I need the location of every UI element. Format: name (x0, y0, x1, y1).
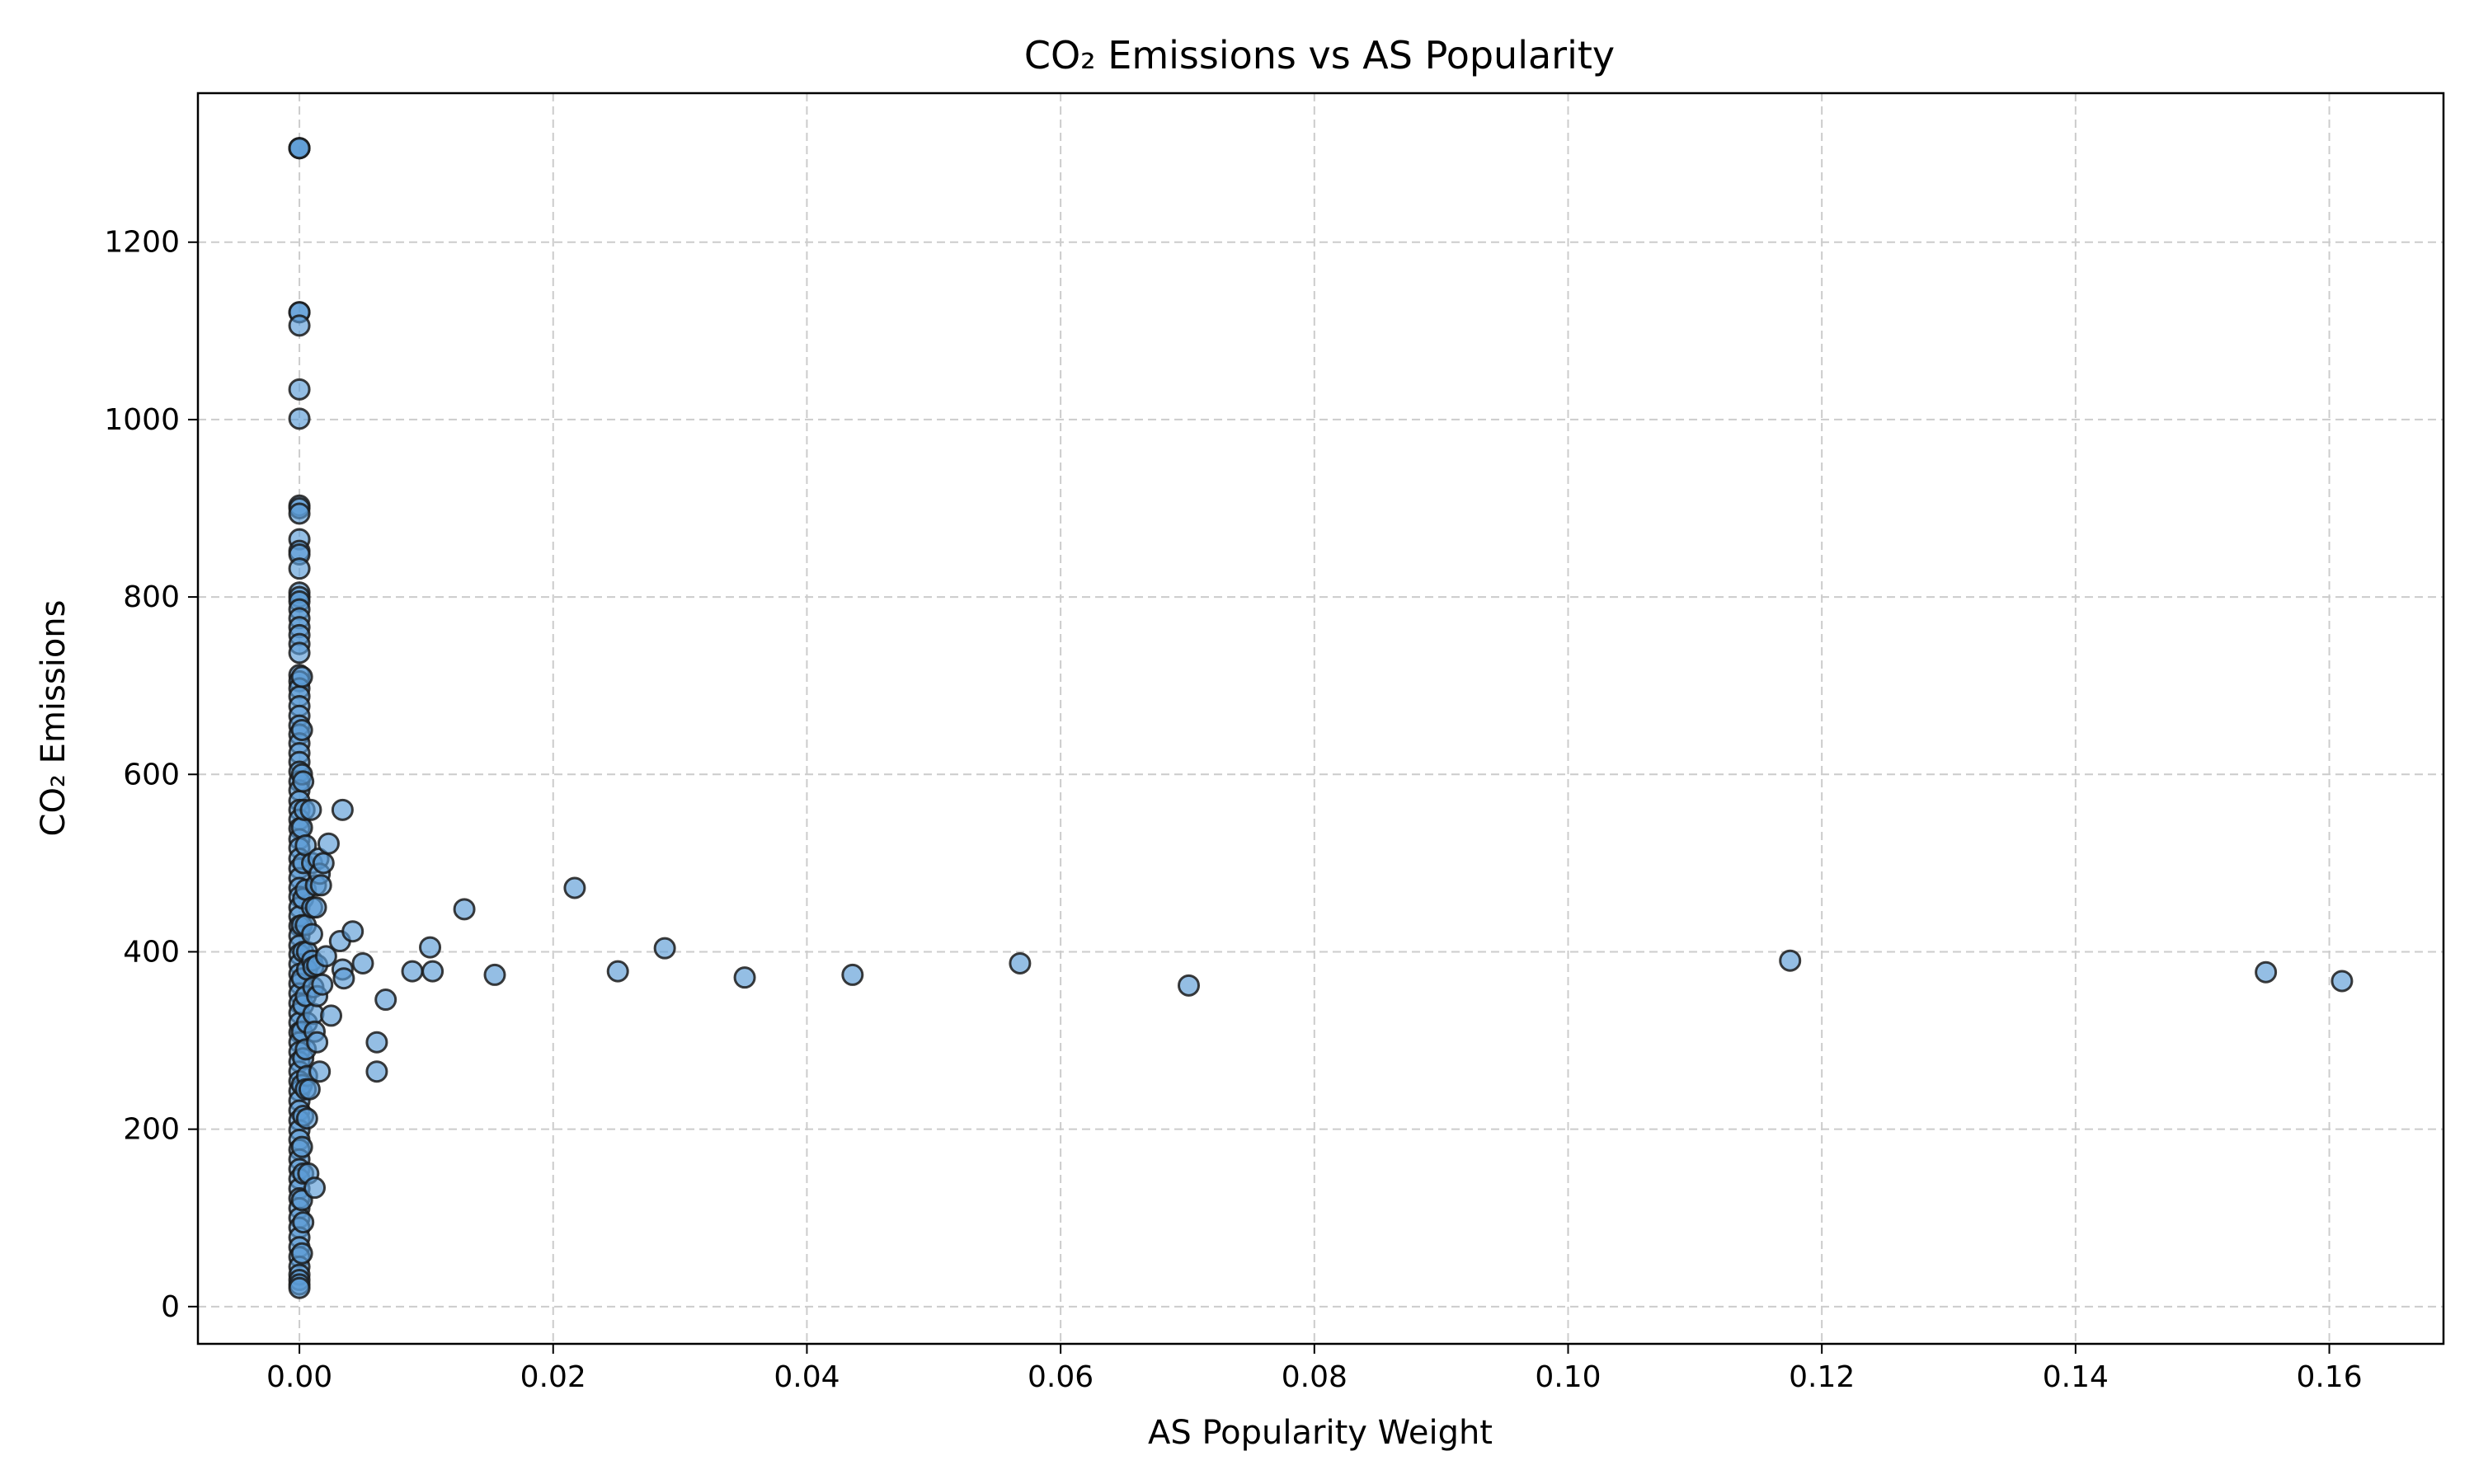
data-point (331, 798, 354, 821)
x-tick-label: 0.02 (520, 1360, 586, 1394)
data-point (1779, 949, 1802, 972)
x-tick-label: 0.04 (774, 1360, 840, 1394)
data-point (1178, 974, 1201, 997)
x-axis-label: AS Popularity Weight (1148, 1414, 1493, 1452)
y-tick-label: 1000 (104, 403, 180, 437)
data-point (606, 960, 629, 983)
data-point (288, 641, 311, 665)
data-point (317, 832, 340, 855)
x-tick-label: 0.14 (2043, 1360, 2109, 1394)
data-point (292, 1211, 315, 1234)
data-point (288, 502, 311, 525)
data-point (563, 876, 586, 899)
data-point (401, 960, 424, 983)
data-point (300, 923, 323, 946)
data-point (312, 852, 335, 875)
x-tick-label: 0.12 (1789, 1360, 1855, 1394)
data-point (421, 960, 444, 983)
data-point (453, 898, 476, 921)
data-point (351, 951, 374, 974)
data-point (841, 963, 864, 986)
data-point (290, 665, 313, 688)
data-point (295, 1107, 318, 1130)
x-tick-label: 0.08 (1282, 1360, 1348, 1394)
data-point (733, 966, 756, 989)
data-point (341, 920, 365, 943)
x-axis-ticks: 0.00 0.02 0.04 0.06 0.08 0.10 0.12 0.14 0.16 (266, 1344, 2363, 1394)
data-point (419, 936, 442, 959)
x-tick-label: 0.16 (2296, 1360, 2362, 1394)
data-point (483, 963, 506, 986)
data-point (288, 137, 311, 160)
data-point (303, 1176, 327, 1200)
data-point (288, 407, 311, 430)
data-point (365, 1031, 388, 1054)
data-point (288, 1276, 311, 1299)
chart-title: CO₂ Emissions vs AS Popularity (1024, 33, 1615, 77)
y-tick-label: 1200 (104, 226, 180, 260)
data-points (288, 137, 2354, 1299)
data-point (292, 770, 315, 793)
data-point (288, 557, 311, 580)
data-point (299, 798, 322, 821)
x-tick-label: 0.00 (266, 1360, 332, 1394)
data-point (290, 718, 313, 741)
y-axis-label: CO₂ Emissions (35, 600, 73, 837)
grid (198, 93, 2443, 1344)
data-point (2331, 970, 2354, 993)
data-point (308, 1060, 332, 1083)
data-point (298, 1078, 321, 1101)
data-point (311, 973, 334, 996)
data-point (306, 1031, 329, 1054)
x-tick-label: 0.06 (1028, 1360, 1094, 1394)
data-point (288, 314, 311, 337)
data-point (290, 1242, 313, 1265)
data-point (1009, 951, 1032, 974)
data-point (332, 967, 355, 990)
data-point (288, 378, 311, 401)
y-tick-label: 600 (123, 758, 180, 791)
y-axis-ticks: 0 200 400 600 800 1000 1200 (104, 226, 198, 1324)
data-point (290, 1135, 313, 1158)
y-tick-label: 400 (123, 935, 180, 969)
y-tick-label: 200 (123, 1113, 180, 1147)
data-point (314, 945, 337, 968)
data-point (309, 874, 332, 897)
data-point (304, 896, 327, 919)
data-point (653, 937, 676, 960)
data-point (374, 989, 397, 1012)
data-point (320, 1004, 343, 1027)
data-point (2255, 960, 2278, 984)
x-tick-label: 0.10 (1535, 1360, 1601, 1394)
y-tick-label: 800 (123, 580, 180, 614)
data-point (365, 1060, 388, 1083)
plot-frame (196, 92, 2445, 1345)
y-tick-label: 0 (161, 1290, 180, 1324)
